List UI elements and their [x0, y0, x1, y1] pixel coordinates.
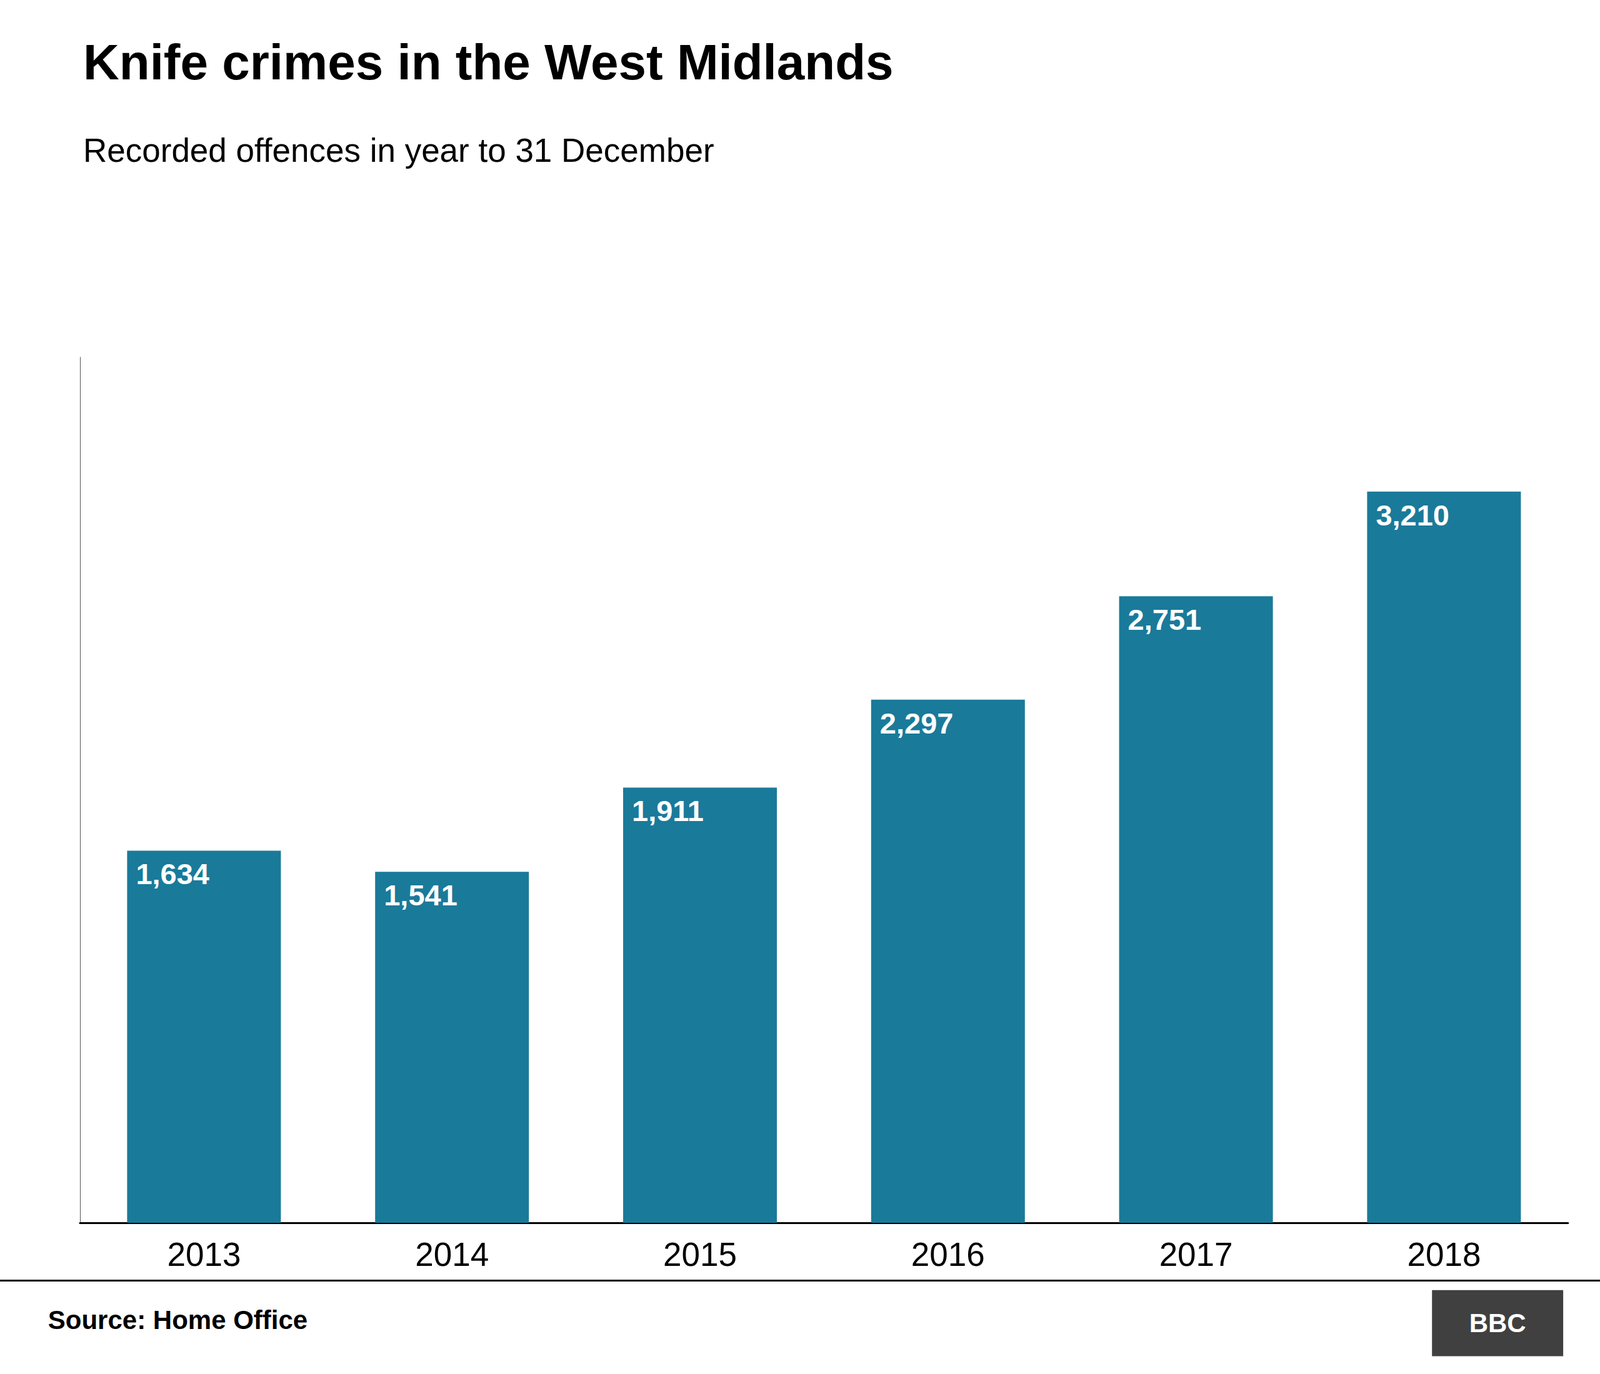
svg-text:1,541: 1,541: [383, 878, 458, 912]
svg-text:2015: 2015: [663, 1236, 737, 1274]
svg-text:Recorded offences in year to 3: Recorded offences in year to 31 December: [83, 131, 715, 169]
svg-text:2014: 2014: [415, 1236, 489, 1274]
svg-text:2,297: 2,297: [880, 706, 954, 740]
svg-text:2017: 2017: [1159, 1236, 1234, 1274]
svg-text:Knife crimes in the West Midla: Knife crimes in the West Midlands: [83, 34, 894, 90]
svg-text:BBC: BBC: [1469, 1308, 1527, 1339]
svg-text:2016: 2016: [911, 1236, 985, 1274]
svg-text:3,210: 3,210: [1375, 498, 1450, 532]
svg-text:Source: Home Office: Source: Home Office: [48, 1305, 308, 1335]
svg-text:2013: 2013: [166, 1236, 241, 1274]
svg-text:2,751: 2,751: [1128, 603, 1202, 637]
svg-text:1,634: 1,634: [135, 857, 210, 891]
svg-text:2018: 2018: [1406, 1236, 1481, 1274]
svg-text:1,911: 1,911: [631, 794, 704, 828]
